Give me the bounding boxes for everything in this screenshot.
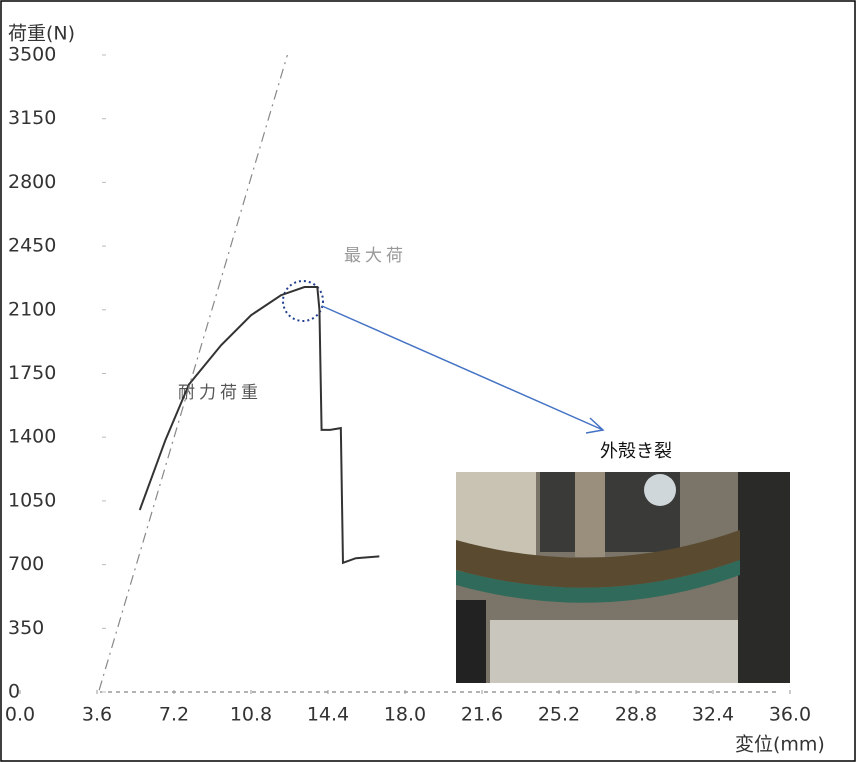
annotation: 外殻き裂: [600, 441, 672, 462]
arrow: [321, 305, 604, 431]
x-tick-label: 18.0: [384, 704, 426, 726]
y-tick-label: 700: [8, 553, 44, 575]
x-tick-label: 28.8: [615, 704, 657, 726]
y-tick-label: 1050: [8, 489, 56, 511]
annotation: 最大荷: [344, 246, 407, 266]
x-tick-label: 10.8: [230, 704, 272, 726]
x-tick-label: 21.6: [461, 704, 503, 726]
y-tick-label: 2800: [8, 171, 56, 193]
y-tick-label: 2100: [8, 298, 56, 320]
x-tick-label: 3.6: [82, 704, 112, 726]
y-tick-label: 0: [8, 681, 20, 703]
x-tick-label: 32.4: [692, 704, 734, 726]
annotation: 耐力荷重: [178, 383, 262, 403]
x-axis-title: 変位(mm): [735, 734, 825, 756]
x-tick-label: 25.2: [538, 704, 580, 726]
y-tick-label: 1750: [8, 362, 56, 384]
data-line: [98, 54, 288, 691]
y-axis-title: 荷重(N): [8, 23, 75, 45]
x-tick-label: 0.0: [5, 704, 35, 726]
x-tick-label: 14.4: [307, 704, 349, 726]
y-tick-label: 350: [8, 617, 44, 639]
y-tick-label: 3150: [8, 107, 56, 129]
y-tick-label: 3500: [8, 44, 56, 66]
photo: [456, 472, 790, 683]
x-tick-label: 36.0: [769, 704, 811, 726]
y-tick-label: 2450: [8, 235, 56, 257]
y-tick-label: 1400: [8, 426, 56, 448]
highlight-circle: [282, 280, 324, 322]
data-line: [138, 286, 380, 565]
arrowhead: [585, 417, 605, 434]
x-tick-label: 7.2: [159, 704, 189, 726]
